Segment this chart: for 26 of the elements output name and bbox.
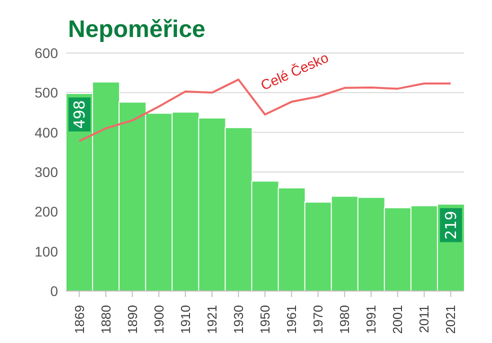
x-tick-label: 1890 [124, 305, 140, 334]
y-tick-label: 300 [34, 164, 58, 180]
data-label: 219 [442, 210, 460, 240]
x-tick-label: 2001 [390, 305, 406, 334]
x-tick-label: 1970 [310, 305, 326, 334]
x-tick-label: 1930 [230, 305, 246, 334]
x-tick-label: 2021 [443, 305, 458, 334]
x-tick-label: 1991 [364, 305, 379, 334]
y-tick-label: 100 [34, 243, 58, 260]
x-tick-label: 1869 [72, 305, 87, 334]
x-tick-label: 1880 [98, 305, 114, 334]
x-tick-label: 2011 [416, 305, 432, 333]
x-tick-label: 1980 [337, 305, 352, 334]
x-tick-label: 1950 [258, 305, 272, 334]
x-tick-label: 1961 [284, 305, 300, 334]
y-tick-label: 400 [34, 124, 58, 140]
y-tick-label: 0 [50, 282, 58, 299]
x-tick-label: 1921 [204, 305, 220, 334]
x-tick-label: 1910 [178, 305, 193, 334]
x-tick-label: 1900 [151, 305, 166, 334]
y-tick-label: 600 [34, 44, 58, 61]
text: Celé Česko [258, 49, 331, 94]
y-tick-label: 500 [34, 84, 58, 101]
chart-title: Nepoměřice [68, 16, 206, 44]
data-label: 498 [70, 100, 88, 129]
y-tick-label: 200 [34, 204, 58, 220]
